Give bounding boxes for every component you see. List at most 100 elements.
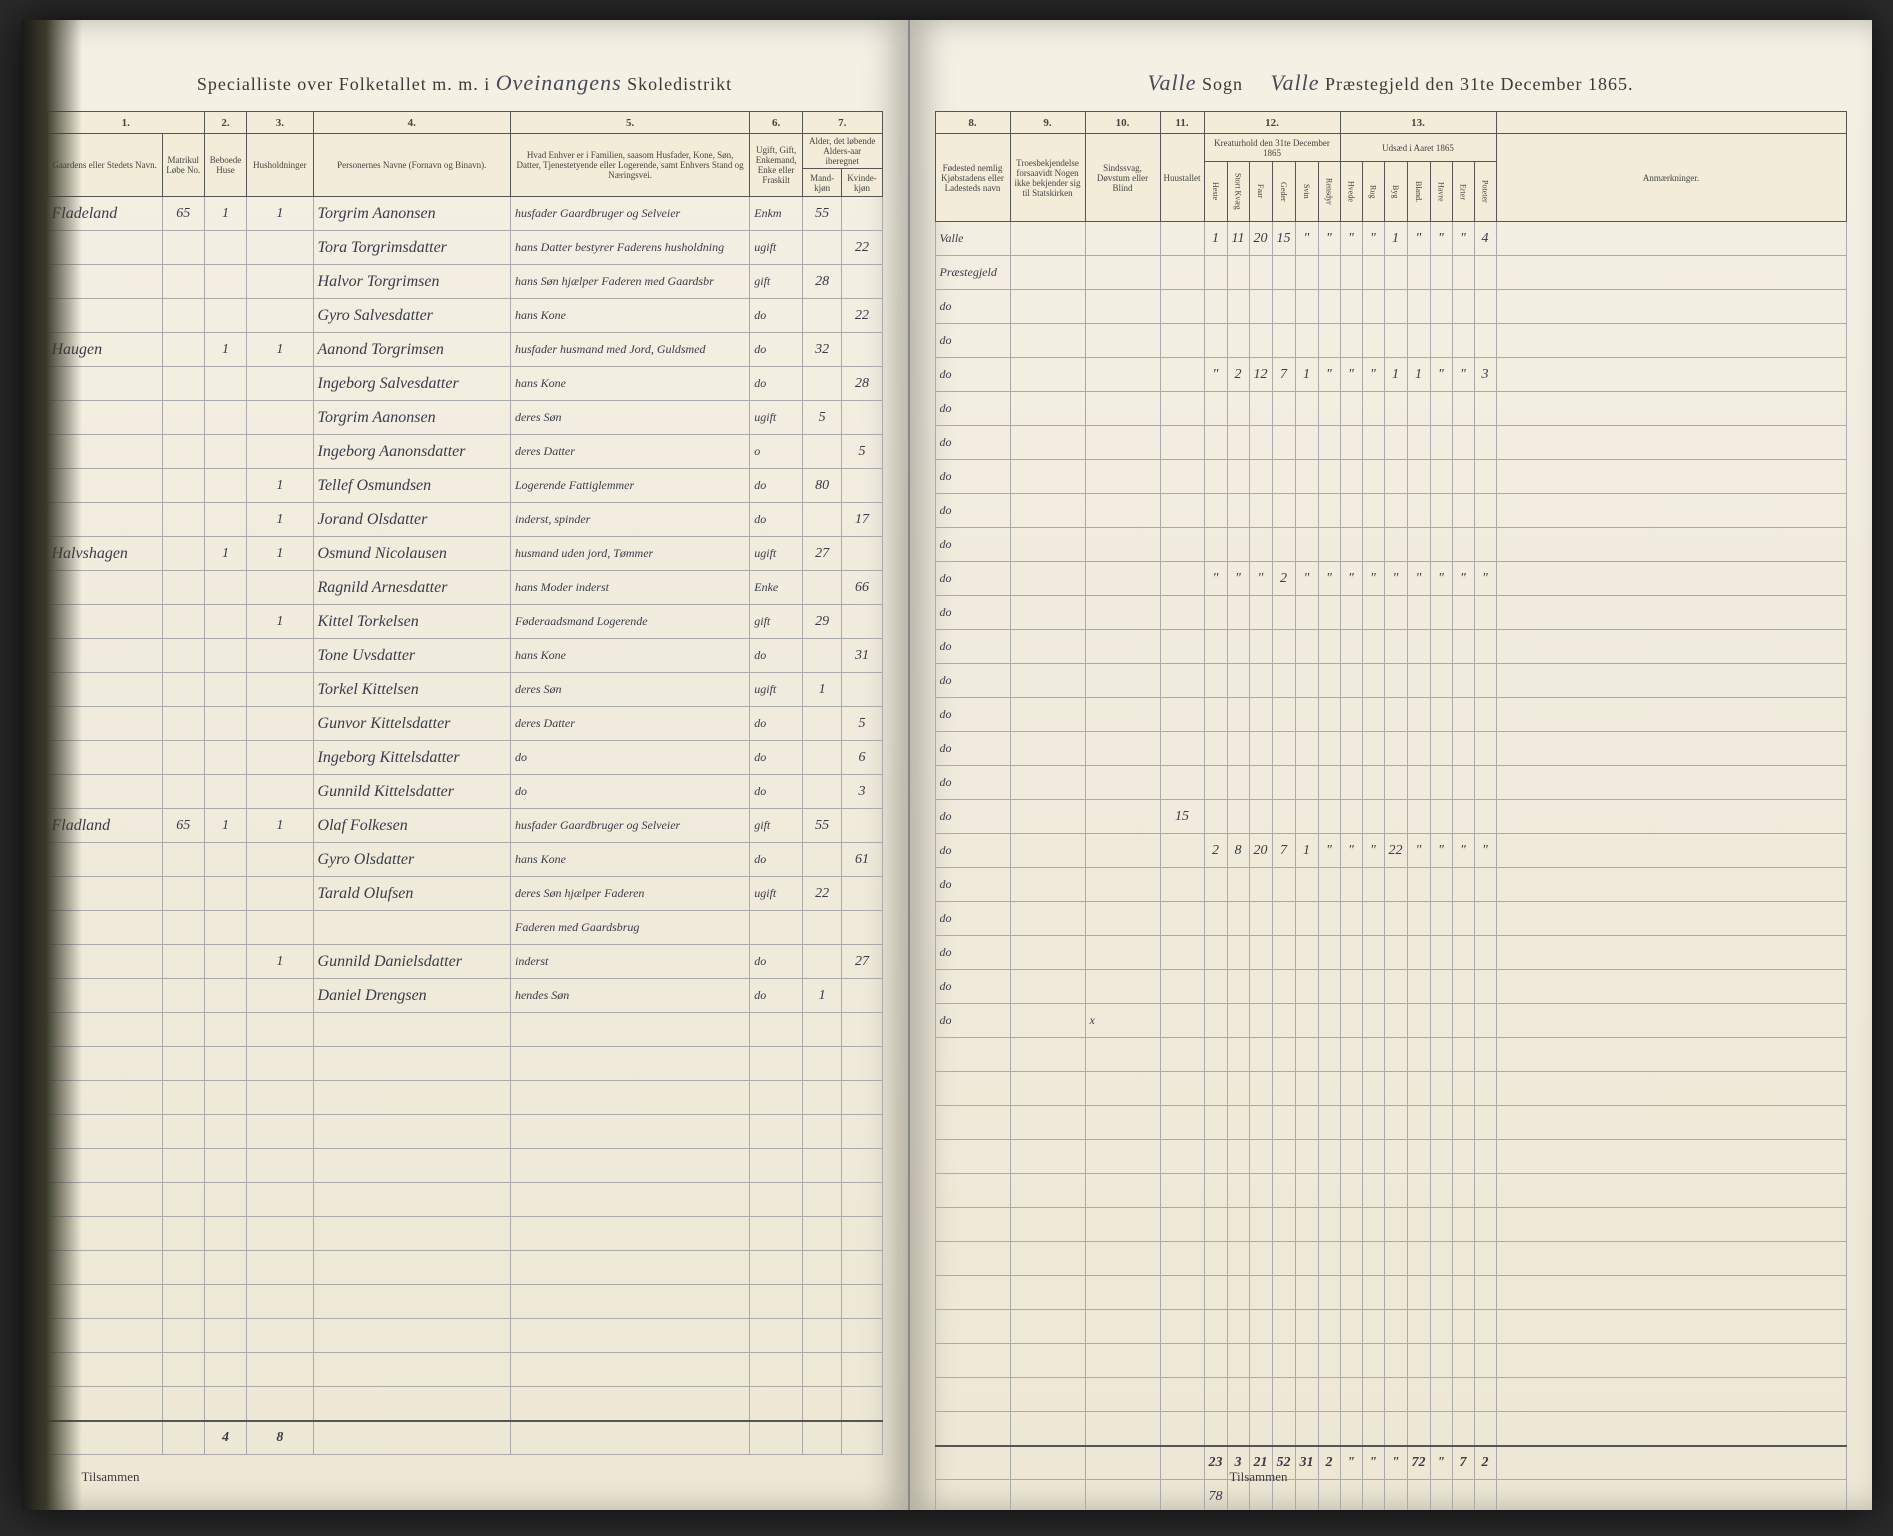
empty-cell xyxy=(1272,1208,1295,1242)
kreatur-cell xyxy=(1272,290,1295,324)
cell-stat: do xyxy=(750,945,803,979)
kreatur-cell xyxy=(1295,256,1318,290)
empty-cell xyxy=(842,1081,882,1115)
cell-hh xyxy=(247,877,313,911)
table-row: Daniel Drengsenhendes Søndo1 xyxy=(47,979,882,1013)
kreatur-cell xyxy=(1407,664,1430,698)
kreatur-cell xyxy=(1227,868,1249,902)
table-row: do xyxy=(935,868,1846,902)
rcell xyxy=(1160,562,1204,596)
table-row: do xyxy=(935,494,1846,528)
cell-lnr xyxy=(162,605,204,639)
rcell xyxy=(1010,936,1085,970)
empty-cell xyxy=(1318,1412,1340,1446)
empty-cell xyxy=(1085,1310,1160,1344)
cell-lnr xyxy=(162,333,204,367)
rcolnum-8: 8. xyxy=(935,112,1010,134)
empty-cell xyxy=(1407,1310,1430,1344)
empty-cell xyxy=(1474,1310,1496,1344)
empty-cell xyxy=(1430,1038,1452,1072)
kreatur-cell xyxy=(1474,324,1496,358)
kreatur-cell xyxy=(1249,324,1272,358)
empty-cell xyxy=(1295,1412,1318,1446)
cell-rolle: Logerende Fattiglemmer xyxy=(510,469,749,503)
kreatur-cell: " xyxy=(1362,222,1384,256)
cell-navn: Ingeborg Kittelsdatter xyxy=(313,741,510,775)
empty-cell xyxy=(1295,1242,1318,1276)
empty-cell xyxy=(204,1013,246,1047)
kreatur-cell xyxy=(1430,766,1452,800)
rcell xyxy=(1160,290,1204,324)
total-cell: 23 xyxy=(1204,1446,1227,1480)
empty-cell xyxy=(1340,1106,1362,1140)
cell-hh xyxy=(247,673,313,707)
empty-cell xyxy=(1496,1208,1846,1242)
kreatur-cell xyxy=(1452,630,1474,664)
kreatur-cell xyxy=(1474,766,1496,800)
rcell xyxy=(1085,358,1160,392)
kreatur-cell xyxy=(1430,1004,1452,1038)
kreatur-cell xyxy=(1204,324,1227,358)
cell-stat: ugift xyxy=(750,877,803,911)
kreatur-cell xyxy=(1340,1004,1362,1038)
empty-row xyxy=(935,1242,1846,1276)
cell-navn: Halvor Torgrimsen xyxy=(313,265,510,299)
cell-navn: Jorand Olsdatter xyxy=(313,503,510,537)
empty-cell xyxy=(510,1387,749,1421)
colnum-row: 1. 2. 3. 4. 5. 6. 7. xyxy=(47,112,882,134)
table-row: do xyxy=(935,630,1846,664)
kreatur-cell xyxy=(1474,494,1496,528)
empty-row xyxy=(47,1387,882,1421)
colnum-4: 4. xyxy=(313,112,510,134)
empty-cell xyxy=(1249,1276,1272,1310)
empty-cell xyxy=(1496,1344,1846,1378)
empty-cell xyxy=(1318,1106,1340,1140)
empty-cell xyxy=(842,1285,882,1319)
rcolnum-12: 12. xyxy=(1204,112,1340,134)
cell-rolle: do xyxy=(510,775,749,809)
rcell xyxy=(1010,902,1085,936)
kreatur-cell xyxy=(1272,902,1295,936)
empty-cell xyxy=(1384,1276,1407,1310)
empty-cell xyxy=(1407,1038,1430,1072)
cell-k xyxy=(842,197,882,231)
table-row: Torgrim Aanonsenderes Sønugift5 xyxy=(47,401,882,435)
rcell xyxy=(1010,460,1085,494)
empty-cell xyxy=(1430,1412,1452,1446)
total-cell xyxy=(1496,1446,1846,1480)
cell-m xyxy=(802,639,841,673)
kreatur-cell: " xyxy=(1452,562,1474,596)
cell-hus xyxy=(204,571,246,605)
empty-cell xyxy=(1384,1242,1407,1276)
cell-stat: o xyxy=(750,435,803,469)
kreatur-cell xyxy=(1407,494,1430,528)
rcell: do xyxy=(935,630,1010,664)
cell-lnr xyxy=(162,911,204,945)
rcell xyxy=(1010,1004,1085,1038)
table-row: do xyxy=(935,290,1846,324)
rcolhead-anm: Anmærkninger. xyxy=(1496,134,1846,222)
cell-lnr xyxy=(162,469,204,503)
cell-hh xyxy=(247,231,313,265)
kreatur-cell xyxy=(1295,392,1318,426)
kreatur-cell xyxy=(1249,290,1272,324)
kreatur-cell: 1 xyxy=(1204,222,1227,256)
kreatur-cell xyxy=(1384,936,1407,970)
cell-lnr xyxy=(162,503,204,537)
cell-lnr xyxy=(162,741,204,775)
empty-cell xyxy=(1318,1378,1340,1412)
cell-lnr: 65 xyxy=(162,197,204,231)
empty-cell xyxy=(1295,1174,1318,1208)
empty-cell xyxy=(1204,1106,1227,1140)
cell-navn: Osmund Nicolausen xyxy=(313,537,510,571)
rcell: Valle xyxy=(935,222,1010,256)
empty-cell xyxy=(1340,1276,1362,1310)
rcell xyxy=(1085,664,1160,698)
empty-cell xyxy=(1407,1276,1430,1310)
total-cell: 78 xyxy=(1204,1480,1227,1511)
empty-cell xyxy=(1407,1106,1430,1140)
empty-cell xyxy=(1384,1140,1407,1174)
kreatur-cell xyxy=(1227,1004,1249,1038)
right-header: Valle Sogn Valle Præstegjeld den 31te De… xyxy=(935,70,1847,96)
tilsammen-right: Tilsammen xyxy=(1230,1469,1288,1485)
